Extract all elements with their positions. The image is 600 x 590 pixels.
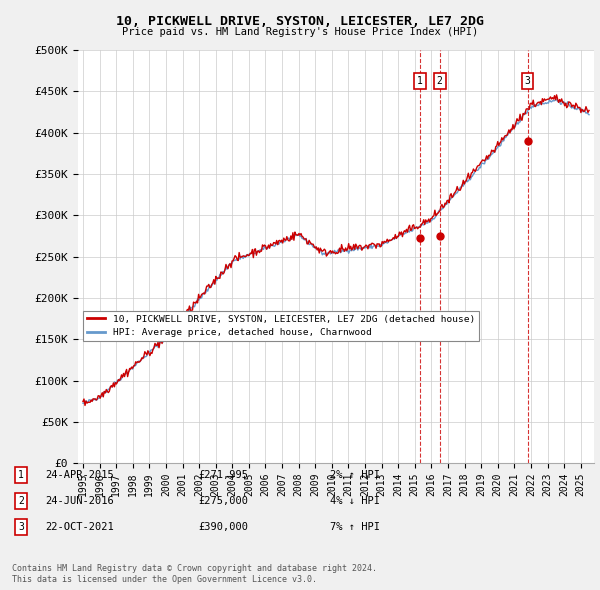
Text: Contains HM Land Registry data © Crown copyright and database right 2024.: Contains HM Land Registry data © Crown c… — [12, 565, 377, 573]
Text: 24-JUN-2016: 24-JUN-2016 — [45, 496, 114, 506]
Text: 10, PICKWELL DRIVE, SYSTON, LEICESTER, LE7 2DG: 10, PICKWELL DRIVE, SYSTON, LEICESTER, L… — [116, 15, 484, 28]
Text: 3: 3 — [18, 522, 24, 532]
Text: 1: 1 — [417, 76, 423, 86]
Text: Price paid vs. HM Land Registry's House Price Index (HPI): Price paid vs. HM Land Registry's House … — [122, 27, 478, 37]
Text: £390,000: £390,000 — [198, 522, 248, 532]
Text: 1: 1 — [18, 470, 24, 480]
Text: £275,000: £275,000 — [198, 496, 248, 506]
Text: 4% ↓ HPI: 4% ↓ HPI — [330, 496, 380, 506]
Text: 2: 2 — [437, 76, 443, 86]
Text: 7% ↑ HPI: 7% ↑ HPI — [330, 522, 380, 532]
Text: 3: 3 — [524, 76, 530, 86]
Text: 2: 2 — [18, 496, 24, 506]
Legend: 10, PICKWELL DRIVE, SYSTON, LEICESTER, LE7 2DG (detached house), HPI: Average pr: 10, PICKWELL DRIVE, SYSTON, LEICESTER, L… — [83, 311, 479, 341]
Text: 22-OCT-2021: 22-OCT-2021 — [45, 522, 114, 532]
Text: 24-APR-2015: 24-APR-2015 — [45, 470, 114, 480]
Text: This data is licensed under the Open Government Licence v3.0.: This data is licensed under the Open Gov… — [12, 575, 317, 584]
Text: £271,995: £271,995 — [198, 470, 248, 480]
Text: 2% ↑ HPI: 2% ↑ HPI — [330, 470, 380, 480]
